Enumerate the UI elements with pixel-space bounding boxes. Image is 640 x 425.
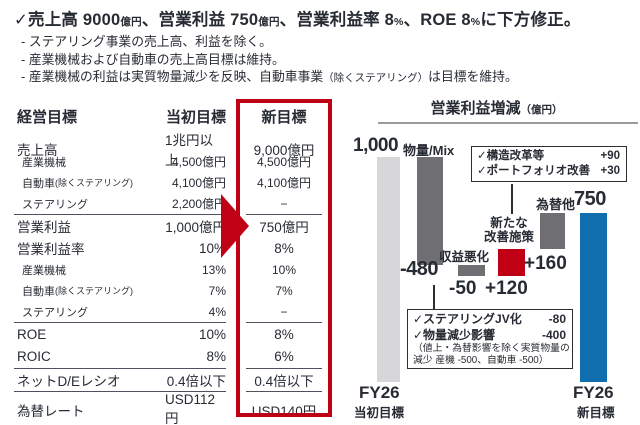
table-row-industrial-margin: 産業機械 13% 10% bbox=[22, 262, 297, 277]
summary-block: ✓売上高 9000億円、営業利益 750億円、営業利益率 8%、ROE 8%に下… bbox=[14, 6, 634, 88]
bullet-1: - ステアリング事業の売上高、利益を除く。 bbox=[21, 34, 272, 49]
table-row-operating-margin: 営業利益率 10% 8% bbox=[17, 240, 294, 258]
label-profit-deterioration: 収益悪化 bbox=[439, 250, 490, 264]
bar-new-improvement-measures bbox=[498, 249, 525, 277]
axis-label-new-target: 新目標 bbox=[577, 406, 615, 420]
table-row-automotive-sales: 自動車 (除くステアリング) 4,100億円 4,100億円 bbox=[22, 176, 312, 190]
callout-connector-bottom bbox=[433, 285, 435, 309]
table-row-automotive-margin: 自動車 (除くステアリング) 7% 7% bbox=[22, 283, 293, 298]
label-volume-delta: -480 bbox=[400, 258, 439, 280]
table-row-operating-profit: 営業利益 1,000億円 750億円 bbox=[14, 214, 332, 237]
bar-profit-deterioration bbox=[458, 265, 485, 277]
table-row-roe: ROE 10% 8% bbox=[14, 322, 332, 345]
callout-new-measures: ✓構造改革等 +90 ✓ポートフォリオ改善 +30 bbox=[471, 146, 627, 182]
col-header-initial-target: 当初目標 bbox=[165, 108, 226, 126]
label-new-improvement-measures: 新たな 改善施策 bbox=[483, 216, 534, 244]
label-profit-deterioration-delta: -50 bbox=[449, 278, 477, 299]
label-start-value: 1,000 bbox=[353, 135, 399, 156]
bar-fy26-new-target bbox=[580, 213, 607, 382]
operating-profit-waterfall-chart: 営業利益増減（億円） 1,000 物量/Mix -480 収益悪化 -50 +1… bbox=[353, 95, 640, 425]
label-end-value: 750 bbox=[574, 188, 606, 210]
label-fx-delta: +160 bbox=[524, 253, 567, 274]
table-row-fx-rate: 為替レート USD112円 USD140円 bbox=[14, 391, 332, 425]
chart-title-underline bbox=[378, 122, 638, 124]
table-row-net-de-ratio: ネットD/Eレシオ 0.4倍以下 0.4倍以下 bbox=[14, 368, 332, 391]
col-header-new-target: 新目標 bbox=[261, 108, 307, 126]
bullet-2: - 産業機械および自動車の売上高目標は維持。 bbox=[21, 51, 285, 67]
axis-label-fy26-new: FY26 bbox=[573, 383, 614, 402]
label-measures-delta: +120 bbox=[485, 278, 528, 299]
chart-title: 営業利益増減（億円） bbox=[430, 100, 563, 117]
axis-label-fy26-initial: FY26 bbox=[359, 383, 400, 402]
table-header-row: 経営目標 当初目標 新目標 bbox=[14, 103, 332, 129]
bar-fy26-initial-target bbox=[377, 157, 400, 382]
summary-headline: ✓売上高 9000億円、営業利益 750億円、営業利益率 8%、ROE 8%に下… bbox=[14, 11, 581, 29]
table-row-sales: 売上高 1兆円以上 9,000億円 bbox=[17, 133, 315, 168]
label-volume-mix: 物量/Mix bbox=[403, 143, 455, 158]
bar-volume-mix bbox=[417, 157, 443, 265]
table-row-roic: ROIC 8% 6% bbox=[17, 349, 294, 364]
table-row-industrial-sales: 産業機械 4,500億円 4,500億円 bbox=[22, 155, 312, 169]
bar-fx-other bbox=[540, 213, 565, 250]
callout-volume-mix: ✓ステアリングJV化 -80 ✓物量減少影響 -400 （値上・為替影響を除く実質物… bbox=[407, 309, 573, 369]
callout-connector-top bbox=[511, 184, 513, 214]
table-row-steering-margin: ステアリング 4% − bbox=[22, 304, 288, 319]
targets-table: 経営目標 当初目標 新目標 売上高 1兆円以上 9,000億円 産業機械 4,5… bbox=[14, 103, 332, 425]
summary-bullets: - ステアリング事業の売上高、利益を除く。 - 産業機械および自動車の売上高目標… bbox=[14, 33, 634, 88]
col-header-metric: 経営目標 bbox=[17, 108, 78, 126]
axis-label-initial-target: 当初目標 bbox=[354, 406, 405, 420]
check-icon: ✓ bbox=[14, 11, 29, 29]
bullet-3: - 産業機械の利益は実質物量減少を反映、自動車事業（除くステアリング）は目標を維… bbox=[21, 69, 518, 84]
label-fx-other: 為替他 bbox=[536, 197, 576, 212]
chart-plot-area bbox=[353, 95, 640, 382]
table-row-steering-sales: ステアリング 2,200億円 − bbox=[22, 196, 288, 212]
